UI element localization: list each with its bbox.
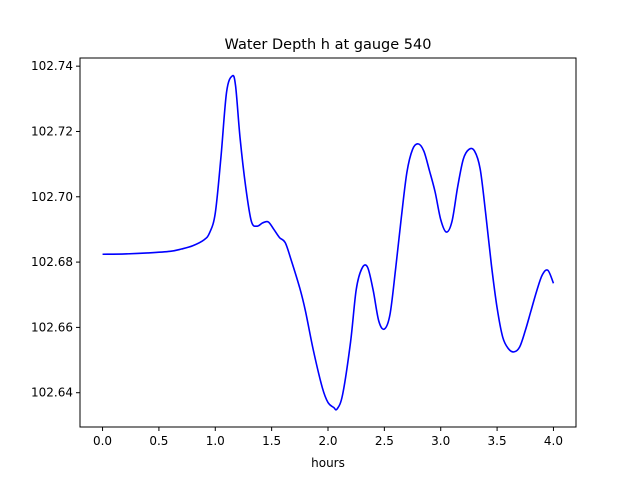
- x-tick-label: 4.0: [544, 434, 563, 448]
- y-axis: 102.64 102.66 102.68 102.70 102.72 102.74: [31, 59, 80, 400]
- plot-background: [80, 58, 576, 427]
- y-tick-label: 102.66: [31, 320, 73, 334]
- y-tick-label: 102.68: [31, 255, 73, 269]
- x-axis: 0.0 0.5 1.0 1.5 2.0 2.5 3.0 3.5 4.0: [93, 427, 563, 448]
- y-tick-label: 102.70: [31, 190, 73, 204]
- series-line-water-depth: [102, 74, 555, 411]
- x-tick-label: 1.0: [206, 434, 225, 448]
- y-tick-label: 102.72: [31, 124, 73, 138]
- x-tick-label: 0.0: [93, 434, 112, 448]
- x-tick-label: 0.5: [149, 434, 168, 448]
- series-group: [102, 74, 555, 411]
- x-tick-label: 2.0: [318, 434, 337, 448]
- plot-area: [79, 57, 577, 428]
- x-tick-label: 1.5: [262, 434, 281, 448]
- x-tick-label: 2.5: [375, 434, 394, 448]
- x-tick-label: 3.5: [488, 434, 507, 448]
- chart-title: Water Depth h at gauge 540: [225, 37, 432, 53]
- y-tick-label: 102.64: [31, 386, 73, 400]
- x-tick-label: 3.0: [431, 434, 450, 448]
- y-tick-label: 102.74: [31, 59, 73, 73]
- x-axis-label: hours: [311, 456, 345, 470]
